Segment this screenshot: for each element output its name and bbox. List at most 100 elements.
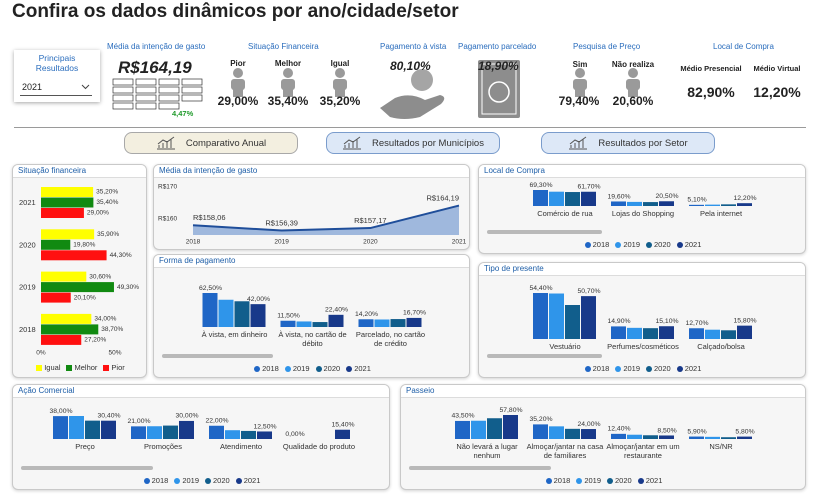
bar [455, 420, 470, 439]
legend-swatch [66, 365, 73, 372]
bar [721, 330, 736, 339]
bar [471, 420, 486, 439]
bar [721, 437, 736, 439]
legend-label: 2019 [584, 476, 601, 485]
tab-button[interactable]: Resultados por Municípios [326, 132, 500, 154]
kpi-label: Sim [572, 60, 588, 69]
x-tick-label: 2019 [274, 239, 289, 246]
bar [296, 321, 312, 327]
bar [41, 229, 95, 240]
legend-item: Pior [103, 363, 125, 372]
legend-item: 2020 [646, 364, 671, 373]
money-icons [112, 78, 203, 110]
legend-item: 2020 [646, 240, 671, 249]
bar [41, 271, 87, 282]
data-label: 15,80% [733, 317, 756, 324]
legend-item: 2021 [676, 364, 702, 373]
bar [41, 208, 84, 218]
y-tick-label: 2020 [19, 240, 36, 249]
x-tick-label: 2018 [186, 239, 201, 246]
category-label: Preço [75, 442, 95, 451]
legend-swatch [646, 242, 652, 249]
legend-label: 2019 [623, 364, 640, 373]
tab-button[interactable]: Resultados por Setor [541, 132, 715, 154]
legend-label: 2018 [262, 364, 279, 373]
bar [41, 187, 94, 197]
legend-swatch [36, 365, 43, 372]
chart-panel: Forma de pagamento 62,50% 42,00% 11,50% 22,4… [153, 254, 470, 378]
page-title: Confira os dados dinâmicos por ano/cidad… [12, 1, 459, 22]
area [193, 205, 459, 235]
kpi-value: 18,90% [478, 59, 519, 73]
legend: 2018 2019 2020 2021 [479, 240, 805, 249]
bar [147, 426, 162, 439]
chart-plot: 62,50% 42,00% 11,50% 22,40% 14,20% 16,70% [199, 285, 426, 327]
bar [163, 425, 178, 439]
bar [209, 425, 224, 439]
chart-plot: R$160 R$170 R$158,06 2018 R$156,39 2019 R$157,… [158, 184, 467, 246]
chart-panel: Local de Compra 69,30% 61,70% 19,60% 20,50% 5… [478, 164, 806, 254]
legend-label: 2019 [292, 364, 310, 373]
year-dropdown[interactable]: 2021 [20, 81, 92, 96]
filter-card: Principais Resultados 2021 [14, 50, 100, 102]
category-label: Vestuário [549, 342, 581, 351]
data-label: 35,20% [529, 416, 552, 423]
kpi-value: 79,40% [558, 94, 600, 108]
legend-swatch [315, 366, 322, 373]
data-label: 42,00% [247, 296, 270, 303]
data-label: 12,20% [733, 195, 756, 202]
kpi-icons [112, 60, 640, 119]
scrollbar [487, 230, 602, 234]
hand-icon [380, 69, 445, 119]
chart-plot: 38,00% 30,40% 21,00% 30,00% 22,00% 12,50% 0,00… [49, 408, 355, 439]
legend-label: 2018 [592, 364, 610, 373]
bar [179, 420, 194, 439]
kpi-label: Médio Virtual [753, 64, 801, 73]
data-label: 12,50% [253, 423, 276, 430]
bar [487, 418, 502, 439]
legend: Igual Melhor Pior [13, 363, 146, 372]
legend-swatch [584, 242, 591, 249]
data-label: 12,70% [685, 320, 708, 327]
data-label: 16,70% [403, 310, 426, 317]
dropdown-value: 2021 [22, 82, 43, 92]
legend-item: 2019 [576, 476, 601, 485]
kpi-value: 12,20% [753, 84, 801, 100]
kpi-value: 35,20% [319, 94, 361, 108]
legend-label: 2020 [654, 364, 671, 373]
legend-item: 2020 [205, 476, 230, 485]
legend-label: 2021 [684, 364, 702, 373]
bar [53, 416, 68, 439]
kpi-title: Situação Financeira [248, 42, 319, 51]
filter-label: Principais Resultados [35, 53, 79, 73]
data-label: 21,00% [127, 418, 150, 425]
data-label: 12,40% [607, 426, 630, 433]
data-label: 30,40% [97, 412, 120, 419]
category-label: Qualidade do produto [282, 442, 356, 451]
category-label: Almoçar/jantar em um restaurante [606, 442, 680, 460]
data-label: 69,30% [529, 182, 552, 189]
scrollbar [21, 466, 154, 470]
chart-plot: 54,40% 50,70% 14,90% 15,10% 12,70% 15,80% [529, 285, 757, 339]
chart-panel: Tipo de presente 54,40% 50,70% 14,90% 15,10%… [478, 262, 806, 378]
tab-icon [156, 136, 175, 150]
legend-swatch [346, 366, 353, 373]
data-label: 57,80% [499, 407, 522, 414]
panel-title: Situação financeira [13, 165, 146, 178]
data-label: 49,30% [117, 284, 139, 291]
bar [659, 201, 674, 206]
kpi-label: Médio Presencial [680, 64, 742, 73]
legend-label: Igual [44, 363, 61, 372]
data-label: 30,60% [89, 273, 111, 280]
tab-label: Resultados por Municípios [372, 137, 484, 149]
kpi-value: 20,60% [612, 94, 654, 108]
tab-button[interactable]: Comparativo Anual [124, 132, 298, 154]
category-label: Comércio de rua [537, 209, 593, 218]
kpi-value: 80,10% [390, 59, 431, 73]
legend: 2018 2019 2020 2021 [401, 476, 805, 485]
legend-swatch [174, 478, 181, 485]
legend-label: 2020 [615, 476, 632, 485]
x-tick-label: 2021 [452, 239, 467, 246]
legend-swatch [676, 366, 683, 373]
